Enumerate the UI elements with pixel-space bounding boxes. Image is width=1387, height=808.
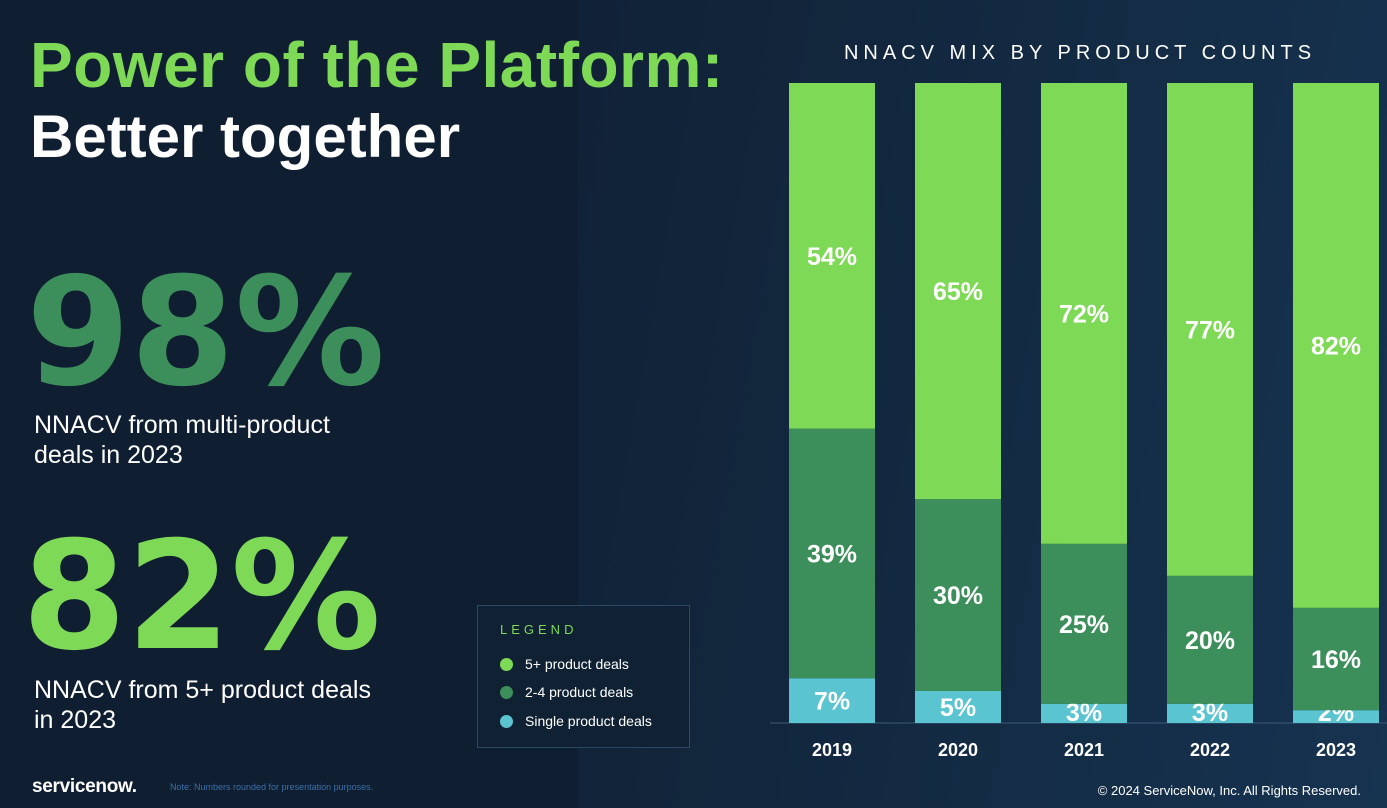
legend-item-2-4: 2-4 product deals — [500, 684, 633, 700]
data-label-2-4-2020: 30% — [933, 582, 983, 610]
legend-dot-5plus — [500, 657, 513, 671]
page-title: Power of the Platform: — [30, 29, 724, 101]
x-tick-label-2023: 2023 — [1316, 740, 1356, 760]
legend-item-5plus: 5+ product deals — [500, 656, 629, 672]
data-label-5plus-2020: 65% — [933, 278, 983, 306]
x-tick-label-2022: 2022 — [1190, 740, 1230, 760]
page-subtitle: Better together — [30, 103, 461, 170]
bar-2-4-2019 — [789, 428, 875, 679]
legend-title: LEGEND — [500, 622, 578, 637]
data-label-2-4-2022: 20% — [1185, 627, 1235, 655]
stat-multi-product-value: 98% — [26, 246, 386, 420]
legend-label-5plus: 5+ product deals — [525, 656, 629, 672]
legend-label-single: Single product deals — [525, 713, 652, 729]
chart-legend: LEGEND 5+ product deals 2-4 product deal… — [477, 605, 690, 748]
bar-2-4-2021 — [1041, 543, 1127, 704]
bar-2-4-2020 — [915, 499, 1001, 691]
servicenow-logo: servicenow. — [32, 776, 137, 797]
data-label-5plus-2019: 54% — [807, 243, 857, 271]
bar-2-4-2023 — [1293, 607, 1379, 711]
bar-single-2021 — [1041, 703, 1127, 723]
copyright: © 2024 ServiceNow, Inc. All Rights Reser… — [1097, 783, 1361, 798]
data-label-5plus-2021: 72% — [1059, 300, 1109, 328]
data-label-single-2019: 7% — [814, 688, 850, 716]
chart-title: NNACV MIX BY PRODUCT COUNTS — [843, 42, 1317, 64]
legend-item-single: Single product deals — [500, 713, 652, 729]
stat-5plus-product-description: NNACV from 5+ product deals in 2023 — [34, 676, 371, 734]
stat-5plus-product-value: 82% — [22, 510, 382, 684]
x-tick-label-2019: 2019 — [812, 740, 852, 760]
data-label-2-4-2019: 39% — [807, 540, 857, 568]
bar-single-2020 — [915, 691, 1001, 723]
data-label-5plus-2022: 77% — [1185, 316, 1235, 344]
x-tick-label-2021: 2021 — [1064, 740, 1104, 760]
bar-5plus-2023 — [1293, 83, 1379, 608]
legend-dot-2-4 — [500, 685, 513, 699]
legend-label-2-4: 2-4 product deals — [525, 684, 634, 700]
data-label-2-4-2023: 16% — [1311, 646, 1361, 674]
stat-multi-product-description: NNACV from multi-product deals in 2023 — [34, 411, 330, 469]
x-tick-label-2020: 2020 — [938, 740, 978, 760]
data-label-2-4-2021: 25% — [1059, 611, 1109, 639]
bar-5plus-2022 — [1167, 83, 1253, 576]
bar-5plus-2021 — [1041, 83, 1127, 544]
bar-single-2022 — [1167, 703, 1253, 723]
bar-single-2023 — [1293, 710, 1379, 723]
bar-5plus-2019 — [789, 83, 875, 429]
data-label-5plus-2023: 82% — [1311, 332, 1361, 360]
legend-dot-single — [500, 714, 513, 728]
bar-2-4-2022 — [1167, 575, 1253, 704]
footnote: Note: Numbers rounded for presentation p… — [170, 782, 374, 792]
bar-single-2019 — [789, 678, 875, 723]
bar-5plus-2020 — [915, 83, 1001, 499]
data-label-single-2020: 5% — [940, 694, 976, 722]
